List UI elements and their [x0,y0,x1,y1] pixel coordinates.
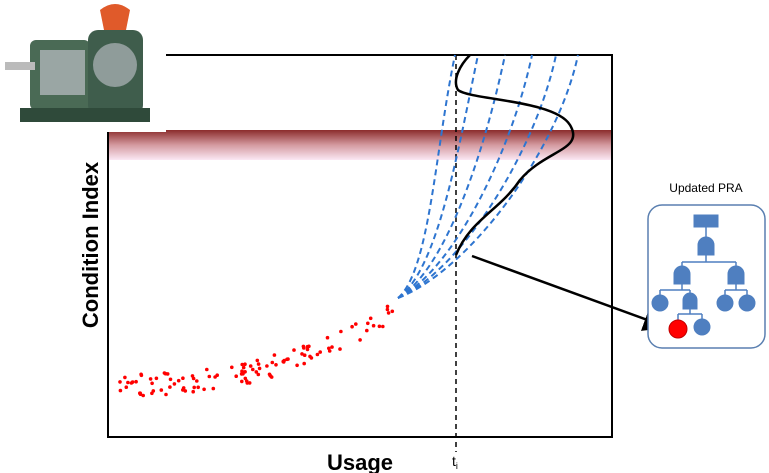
pump-image [0,0,166,132]
observation-dot [271,361,275,365]
observation-dot [205,368,209,372]
observation-dot [257,362,261,366]
observation-dot [134,380,138,384]
observation-dot [181,376,185,380]
observation-dot [295,364,299,368]
panel-title: Updated PRA [669,181,742,195]
observation-dot [126,381,130,385]
observation-dot [274,363,278,367]
observation-dot [270,375,274,379]
observation-dot [242,366,246,370]
observation-dot [192,377,196,381]
observation-dot [300,352,304,356]
observation-dot [387,311,391,315]
observation-dot [366,322,370,326]
observation-dot [358,338,362,342]
observation-dot [316,353,320,357]
observation-dot [330,345,334,349]
observation-dot [119,389,123,393]
observation-dot [131,380,135,384]
observation-dot [168,385,172,389]
fault-tree [648,205,765,348]
observation-dot [202,388,206,392]
x-axis-label: Usage [327,450,393,473]
observation-dot [302,346,306,350]
observation-dot [240,369,244,373]
prognostic-curve [398,55,556,298]
observation-dot [125,385,129,389]
observation-dot [177,379,181,383]
observation-dot [326,336,330,340]
failure-band [108,130,612,160]
time-marker-subscript: i [456,461,458,471]
observation-dot [138,391,142,395]
observation-dot [282,360,286,364]
observation-dot [234,374,238,378]
observation-dot [123,376,127,380]
observation-dot [240,380,244,384]
observation-dot [195,379,199,383]
observation-dot [369,317,373,321]
observation-dot [386,305,390,309]
observation-dot [338,347,342,351]
observation-dot [310,356,314,360]
observation-dot [150,392,154,396]
observation-dot [350,325,354,329]
observation-dot [191,390,195,394]
observation-dot [240,363,244,367]
time-marker: ti [452,453,458,471]
observation-dot [212,387,216,391]
observation-dot [243,370,247,374]
observation-dot [391,310,395,314]
observation-dot [249,364,253,368]
observation-dot [192,386,196,390]
observation-dot [173,382,177,386]
observation-dot [265,364,269,368]
update-arrow [472,256,664,326]
observation-dot [258,367,262,371]
observation-dot [244,377,248,381]
observation-dot [307,345,311,349]
observation-dot [118,380,122,384]
observation-dot [292,348,296,352]
observations [118,305,394,398]
prognostic-curve [398,55,478,298]
observation-dot [251,368,255,372]
observation-dot [150,382,154,386]
observation-dot [164,393,168,397]
observation-dot [213,375,217,379]
observation-dot [318,350,322,354]
observation-dot [386,308,390,312]
observation-dot [248,381,252,385]
observation-dot [155,377,159,381]
observation-dot [182,386,186,390]
observation-dot [169,378,173,382]
observation-dot [230,366,234,370]
observation-dot [285,358,289,362]
observation-dot [365,329,369,333]
observation-dot [149,377,153,381]
observation-dot [163,371,167,375]
observation-dot [160,388,164,392]
y-axis-label: Condition Index [78,161,103,328]
diagram: Usage Condition Index ti Updated PRA [0,0,769,473]
observation-dot [354,322,358,326]
observation-dot [273,353,277,357]
observation-dot [378,325,382,329]
observation-dot [208,375,212,379]
observation-dot [140,374,144,378]
observation-dot [381,325,385,329]
observation-dot [302,362,306,366]
observation-dot [372,324,376,328]
observation-dot [255,359,259,363]
observation-dot [257,373,261,377]
observation-dot [306,348,310,352]
observation-dot [328,349,332,353]
observation-dot [141,394,145,398]
observation-dot [196,386,200,390]
observation-dot [339,330,343,334]
